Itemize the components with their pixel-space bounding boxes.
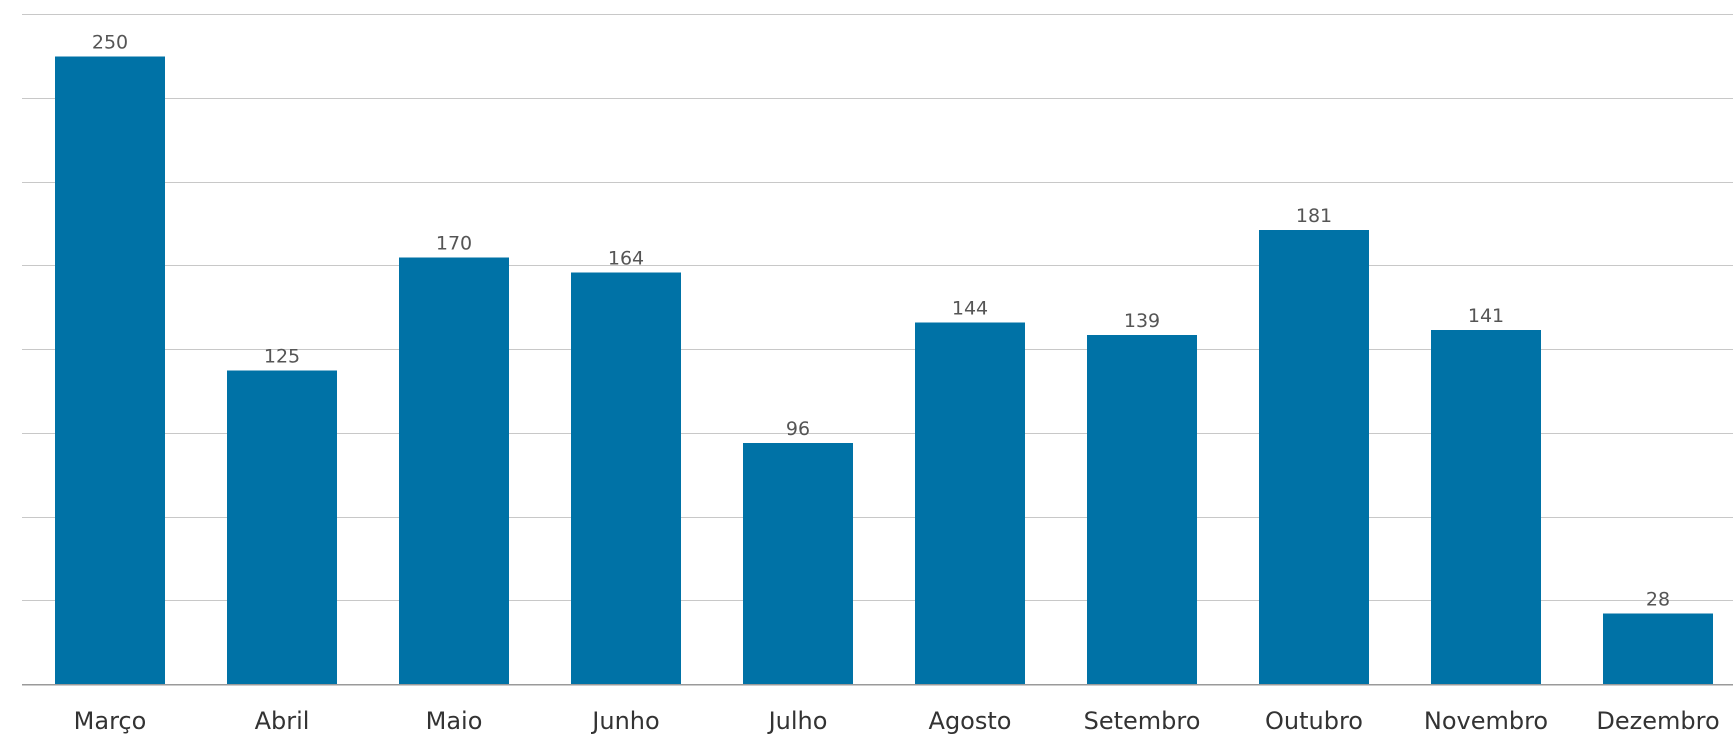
category-label: Setembro <box>1084 707 1201 735</box>
category-label: Maio <box>426 707 483 735</box>
value-label: 141 <box>1468 305 1504 327</box>
bar <box>1259 229 1369 684</box>
bar <box>399 257 509 684</box>
bar <box>1603 613 1713 684</box>
value-label: 164 <box>608 247 644 269</box>
category-label: Novembro <box>1424 707 1548 735</box>
category-label: Julho <box>767 707 828 735</box>
category-label: Abril <box>255 707 310 735</box>
category-labels: Março Abril Maio Junho Julho Agosto Setembro Ou… <box>74 707 1720 735</box>
bar <box>743 443 853 684</box>
bar <box>55 56 165 684</box>
value-label: 250 <box>92 32 128 54</box>
value-label: 139 <box>1124 310 1160 332</box>
category-label: Dezembro <box>1596 707 1719 735</box>
bar <box>915 322 1025 684</box>
bar <box>1087 335 1197 684</box>
value-label: 28 <box>1646 589 1670 611</box>
value-label: 144 <box>952 298 988 320</box>
value-label: 96 <box>786 418 810 440</box>
value-label: 181 <box>1296 205 1332 227</box>
value-label: 170 <box>436 232 472 254</box>
value-label: 125 <box>264 345 300 367</box>
category-label: Março <box>74 707 147 735</box>
bars <box>55 56 1713 684</box>
category-label: Outubro <box>1265 707 1363 735</box>
category-label: Junho <box>590 707 659 735</box>
value-labels: 250 125 170 164 96 144 139 181 141 28 <box>92 32 1670 611</box>
bar <box>1431 330 1541 684</box>
bar <box>227 370 337 684</box>
category-label: Agosto <box>929 707 1012 735</box>
bar <box>571 272 681 684</box>
